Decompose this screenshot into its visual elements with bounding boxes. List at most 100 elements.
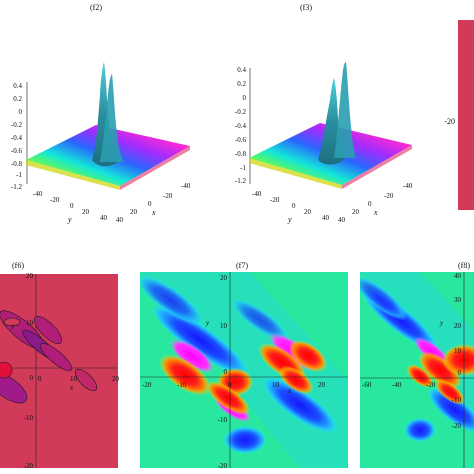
panel-label: (f7) bbox=[236, 261, 248, 270]
x-tick: 10 bbox=[272, 381, 280, 389]
y-tick: -40 bbox=[33, 190, 43, 198]
plot-area bbox=[458, 20, 474, 210]
y-tick: 40 bbox=[454, 272, 462, 280]
y-tick: 40 bbox=[100, 214, 108, 222]
y-tick: 20 bbox=[220, 274, 228, 282]
x-tick: 20 bbox=[130, 208, 138, 216]
z-tick: -1.2 bbox=[235, 177, 247, 185]
x-tick: -40 bbox=[403, 182, 413, 190]
soliton-peak bbox=[334, 62, 356, 158]
field-blob bbox=[169, 338, 215, 374]
field-blob bbox=[140, 275, 204, 325]
panel-f4-partial: -20 bbox=[444, 20, 474, 210]
y-tick: 10 bbox=[26, 319, 34, 327]
panel-label: (f6) bbox=[12, 261, 24, 270]
x-tick: -20 bbox=[142, 381, 152, 389]
y-tick: -10 bbox=[24, 414, 34, 422]
y-tick: -20 bbox=[444, 117, 455, 126]
z-tick: -0.4 bbox=[11, 134, 23, 142]
y-tick: 0 bbox=[292, 202, 296, 210]
panel-f2: (f2) 0.4 0.2 0 -0.2 -0.4 -0.6 -0.8 -1 -1… bbox=[11, 3, 191, 224]
z-tick: 0.2 bbox=[13, 95, 22, 103]
x-tick: 0 bbox=[38, 375, 42, 383]
y-tick: 0 bbox=[70, 202, 74, 210]
soliton-peak bbox=[92, 62, 118, 167]
x-tick: -40 bbox=[392, 381, 402, 389]
y-tick: -10 bbox=[218, 416, 228, 424]
panel-f7: (f7) 20 10 0 -10 -20 -2 bbox=[140, 261, 348, 470]
z-tick: 0 bbox=[243, 94, 247, 102]
y-tick-labels: -40 -20 0 20 40 bbox=[33, 190, 108, 222]
y-tick: 20 bbox=[304, 208, 312, 216]
field-blob bbox=[159, 354, 211, 396]
field-blob bbox=[223, 426, 267, 454]
z-tick: -0.8 bbox=[11, 160, 23, 168]
y-tick: -20 bbox=[24, 462, 34, 470]
panel-label: (f8) bbox=[458, 261, 470, 270]
field-blob bbox=[288, 340, 328, 372]
z-tick: -0.2 bbox=[11, 121, 23, 129]
z-tick: -1 bbox=[240, 164, 246, 172]
z-tick: -0.4 bbox=[235, 122, 247, 130]
z-tick: -0.2 bbox=[235, 108, 247, 116]
y-tick: -20 bbox=[218, 462, 228, 470]
x-tick: -20 bbox=[163, 192, 173, 200]
x-tick: -60 bbox=[362, 381, 372, 389]
x-tick: 0 bbox=[228, 381, 232, 389]
x-tick: 20 bbox=[112, 375, 120, 383]
x-axis-label: x bbox=[151, 208, 156, 217]
x-tick: -20 bbox=[426, 381, 436, 389]
field-blob bbox=[205, 380, 251, 416]
z-tick: 0.2 bbox=[237, 80, 246, 88]
y-axis-label: y bbox=[287, 215, 292, 224]
y-tick: -20 bbox=[270, 196, 280, 204]
field-blob bbox=[261, 376, 339, 434]
panel-f6: (f6) 20 10 0 -10 -20 0 10 20 x y bbox=[0, 261, 120, 470]
y-tick: 30 bbox=[454, 296, 462, 304]
soliton-peak bbox=[100, 74, 124, 162]
y-axis-label: y bbox=[10, 322, 15, 330]
y-tick: -10 bbox=[452, 396, 462, 404]
panel-label: (f2) bbox=[90, 3, 102, 12]
surface-edge bbox=[342, 145, 412, 189]
x-axis-label: x bbox=[373, 208, 378, 217]
field-blob bbox=[434, 379, 466, 405]
x-tick-labels: -40 -20 0 20 40 bbox=[338, 182, 413, 224]
contour-lobe bbox=[0, 361, 13, 379]
z-tick: -1 bbox=[16, 171, 22, 179]
surface-edge bbox=[26, 160, 120, 190]
contour-lobe bbox=[3, 317, 21, 327]
x-tick-labels: -40 -20 0 20 40 bbox=[116, 182, 191, 224]
y-tick: 0 bbox=[30, 374, 34, 382]
y-tick: -20 bbox=[452, 422, 462, 430]
x-tick: 10 bbox=[70, 375, 78, 383]
field-blob bbox=[427, 387, 474, 433]
z-tick: 0.4 bbox=[237, 66, 246, 74]
field-blob bbox=[404, 418, 436, 442]
contour-lobes bbox=[0, 310, 98, 404]
y-tick: 10 bbox=[220, 322, 228, 330]
field-blob bbox=[406, 364, 434, 388]
z-tick: -0.8 bbox=[235, 150, 247, 158]
surface-edge bbox=[249, 158, 342, 189]
y-tick: -20 bbox=[50, 196, 60, 204]
contour-lobe bbox=[74, 368, 98, 392]
panel-f8: (f8) 40 30 20 10 0 -10 -20 -60 -40 -20 y bbox=[360, 261, 474, 468]
z-tick-labels: 0.4 0.2 0 -0.2 -0.4 -0.6 -0.8 -1 -1.2 bbox=[11, 82, 23, 191]
y-tick: 10 bbox=[454, 347, 462, 355]
z-tick: -0.6 bbox=[11, 147, 23, 155]
field-blob bbox=[150, 303, 250, 377]
y-tick: 20 bbox=[454, 322, 462, 330]
x-tick: 40 bbox=[338, 216, 346, 224]
x-tick: -10 bbox=[177, 381, 187, 389]
contour-lobe bbox=[34, 316, 62, 344]
field-blob bbox=[442, 344, 474, 376]
contour-lobe bbox=[0, 372, 28, 404]
y-axis-label: y bbox=[439, 319, 444, 327]
field-blob bbox=[231, 298, 289, 342]
y-axis-label: y bbox=[67, 215, 72, 224]
y-axis-label: y bbox=[205, 319, 210, 327]
field-blob bbox=[418, 351, 462, 389]
x-tick: 20 bbox=[352, 208, 360, 216]
